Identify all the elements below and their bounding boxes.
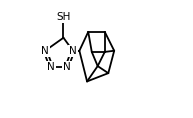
Text: N: N (41, 46, 49, 56)
Text: SH: SH (56, 12, 71, 22)
Text: N: N (69, 46, 77, 56)
Text: N: N (63, 62, 71, 72)
Text: N: N (47, 62, 55, 72)
